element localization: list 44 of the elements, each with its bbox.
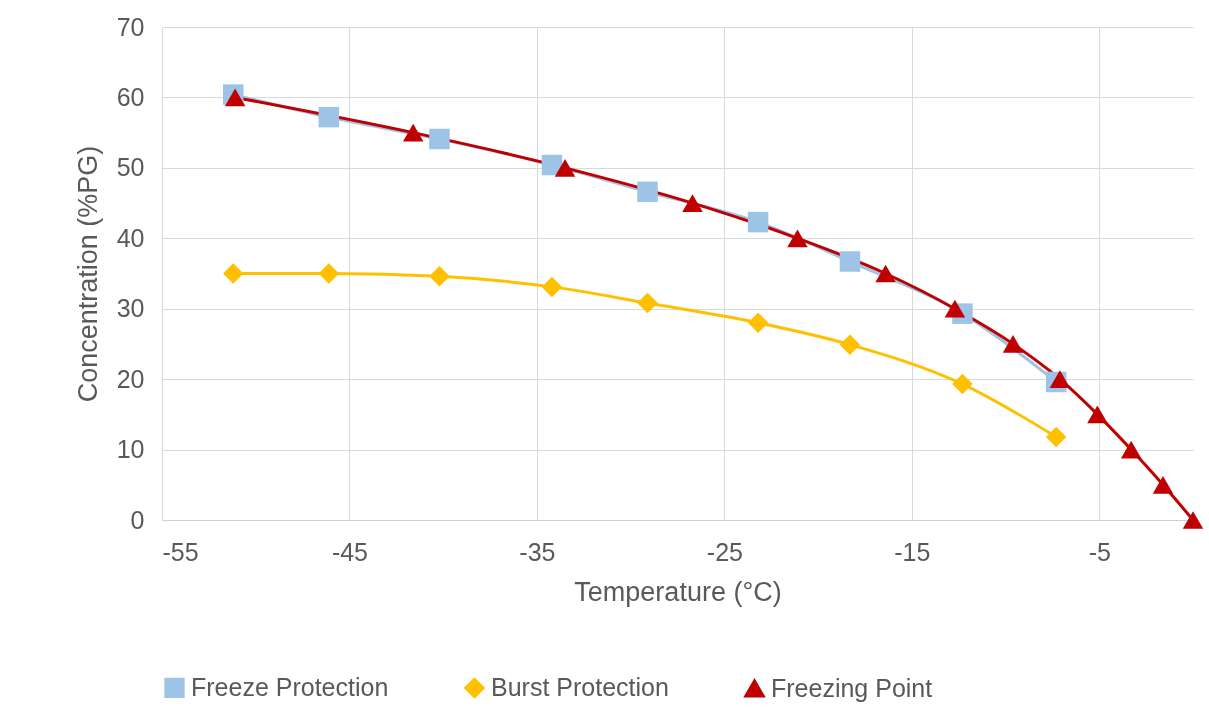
x-tick-label: -35 <box>519 537 556 566</box>
y-tick-label: 60 <box>116 82 145 111</box>
x-axis-title: Temperature (°C) <box>574 576 782 607</box>
y-axis-title: Concentration (%PG) <box>72 145 103 403</box>
point <box>429 128 450 150</box>
y-tick-label: 0 <box>130 505 145 534</box>
x-tick-label: -5 <box>1088 537 1111 566</box>
point <box>429 266 450 287</box>
point <box>1087 405 1108 424</box>
point <box>318 106 340 128</box>
point <box>682 194 703 212</box>
point <box>1045 426 1067 448</box>
point <box>541 276 563 298</box>
point <box>318 263 340 284</box>
point <box>1182 511 1204 529</box>
point <box>839 334 861 355</box>
x-tick-label: -45 <box>331 537 369 566</box>
x-tick-label: -25 <box>706 537 743 566</box>
y-tick-label: 20 <box>116 364 145 393</box>
y-tick-label: 40 <box>116 223 145 252</box>
y-tick-label: 10 <box>116 435 145 464</box>
point <box>402 123 424 142</box>
point <box>952 373 973 395</box>
point <box>747 312 769 334</box>
point <box>944 299 966 318</box>
point <box>1152 475 1174 494</box>
point <box>637 181 658 203</box>
point <box>222 263 244 284</box>
legend-label: Freeze Protection <box>191 672 389 701</box>
point <box>637 292 658 314</box>
y-tick-label: 30 <box>116 294 145 323</box>
point <box>1120 440 1142 459</box>
point <box>839 251 861 272</box>
point <box>1002 335 1024 353</box>
legend-label: Freezing Point <box>771 673 933 702</box>
y-tick-label: 70 <box>116 12 145 41</box>
x-tick-label: -55 <box>162 537 199 566</box>
x-tick-label: -15 <box>894 537 931 566</box>
y-tick-label: 50 <box>116 153 145 182</box>
point <box>747 211 769 233</box>
legend-label: Burst Protection <box>491 672 669 701</box>
point <box>875 264 896 283</box>
point <box>554 158 576 177</box>
point <box>787 229 808 248</box>
